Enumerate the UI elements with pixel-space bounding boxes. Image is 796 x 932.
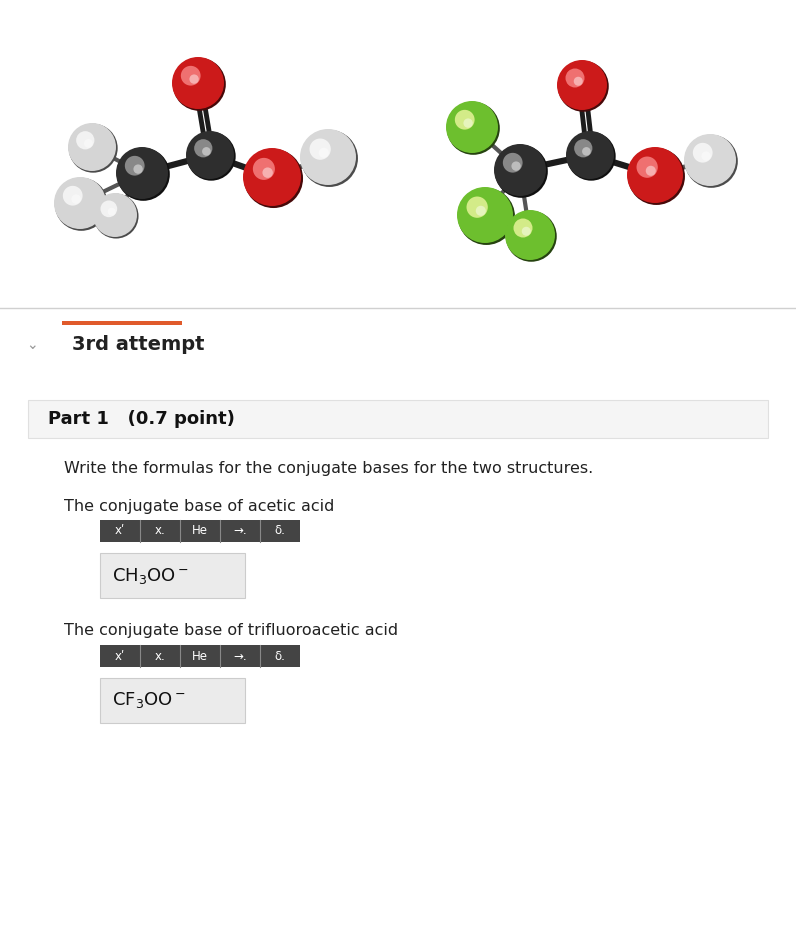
Circle shape xyxy=(565,68,584,88)
Circle shape xyxy=(476,206,486,216)
Circle shape xyxy=(68,124,118,172)
Text: x.: x. xyxy=(154,650,166,663)
Circle shape xyxy=(76,131,95,149)
Circle shape xyxy=(494,144,546,196)
Bar xyxy=(28,400,768,438)
Text: Write the formulas for the conjugate bases for the two structures.: Write the formulas for the conjugate bas… xyxy=(64,460,593,475)
Circle shape xyxy=(582,147,591,156)
Text: →.: →. xyxy=(233,525,247,538)
Circle shape xyxy=(310,139,331,159)
Text: Part 1   (0.7 point): Part 1 (0.7 point) xyxy=(48,410,235,428)
Bar xyxy=(62,321,182,325)
Text: The conjugate base of trifluoroacetic acid: The conjugate base of trifluoroacetic ac… xyxy=(64,623,398,637)
Circle shape xyxy=(318,148,329,158)
Circle shape xyxy=(107,208,115,215)
Circle shape xyxy=(566,131,614,179)
Circle shape xyxy=(513,218,533,238)
Circle shape xyxy=(63,185,83,206)
Circle shape xyxy=(172,57,224,109)
Circle shape xyxy=(521,226,531,236)
Circle shape xyxy=(116,147,168,199)
Circle shape xyxy=(685,135,738,188)
Circle shape xyxy=(253,158,275,180)
Circle shape xyxy=(628,148,685,205)
Circle shape xyxy=(125,156,145,175)
Circle shape xyxy=(446,101,498,153)
Text: $\mathdefault{CF_3OO^-}$: $\mathdefault{CF_3OO^-}$ xyxy=(112,691,185,710)
Circle shape xyxy=(457,187,513,243)
Circle shape xyxy=(627,147,683,203)
Circle shape xyxy=(187,131,236,181)
Circle shape xyxy=(243,148,301,206)
Circle shape xyxy=(557,60,607,110)
Text: He: He xyxy=(192,525,208,538)
Circle shape xyxy=(194,139,213,158)
Circle shape xyxy=(458,188,515,245)
Circle shape xyxy=(94,194,139,239)
Circle shape xyxy=(186,131,234,179)
Circle shape xyxy=(54,177,106,229)
Circle shape xyxy=(574,76,583,86)
Circle shape xyxy=(68,123,116,171)
Text: $\mathdefault{CH_3OO^-}$: $\mathdefault{CH_3OO^-}$ xyxy=(112,566,189,585)
Circle shape xyxy=(463,118,473,128)
Text: xʹ: xʹ xyxy=(115,650,125,663)
Circle shape xyxy=(134,164,142,173)
Circle shape xyxy=(173,58,226,111)
Circle shape xyxy=(466,197,488,218)
Circle shape xyxy=(567,131,615,181)
Circle shape xyxy=(646,166,656,176)
Circle shape xyxy=(244,149,303,208)
Circle shape xyxy=(202,147,211,156)
Circle shape xyxy=(93,193,137,237)
Circle shape xyxy=(100,200,117,217)
Circle shape xyxy=(263,168,273,178)
Circle shape xyxy=(511,161,521,171)
Circle shape xyxy=(495,144,548,198)
Circle shape xyxy=(505,210,555,260)
Text: →.: →. xyxy=(233,650,247,663)
Circle shape xyxy=(684,134,736,186)
Bar xyxy=(100,645,300,667)
Circle shape xyxy=(455,110,474,130)
Circle shape xyxy=(181,66,201,86)
Circle shape xyxy=(637,157,657,178)
Circle shape xyxy=(447,102,500,155)
Circle shape xyxy=(301,130,358,187)
Text: δ.: δ. xyxy=(275,525,286,538)
Circle shape xyxy=(574,139,592,158)
Text: 3rd attempt: 3rd attempt xyxy=(72,336,205,354)
Circle shape xyxy=(503,153,523,172)
Bar xyxy=(100,678,245,723)
Bar xyxy=(100,553,245,598)
Circle shape xyxy=(189,75,199,84)
Text: The conjugate base of acetic acid: The conjugate base of acetic acid xyxy=(64,499,334,514)
Text: He: He xyxy=(192,650,208,663)
Circle shape xyxy=(693,143,712,162)
Circle shape xyxy=(84,139,92,147)
Circle shape xyxy=(701,151,711,161)
Circle shape xyxy=(117,148,170,200)
Circle shape xyxy=(505,211,556,262)
Circle shape xyxy=(72,195,80,204)
Circle shape xyxy=(300,129,356,185)
Circle shape xyxy=(558,61,609,112)
Text: δ.: δ. xyxy=(275,650,286,663)
Text: xʹ: xʹ xyxy=(115,525,125,538)
Bar xyxy=(100,520,300,542)
Text: ⌄: ⌄ xyxy=(26,338,38,352)
Circle shape xyxy=(55,178,107,231)
Text: x.: x. xyxy=(154,525,166,538)
